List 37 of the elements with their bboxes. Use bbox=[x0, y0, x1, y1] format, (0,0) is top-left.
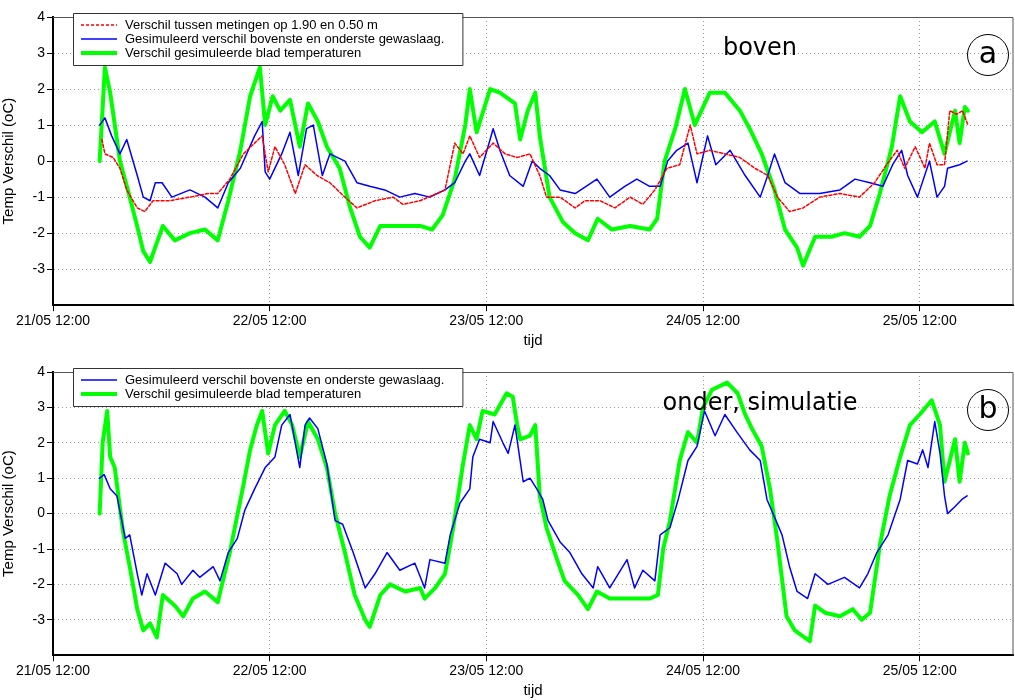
y-tick-label: -1 bbox=[32, 187, 46, 204]
y-tick-label: 0 bbox=[37, 504, 46, 521]
annotation: a bbox=[978, 34, 998, 70]
x-axis-title: tijd bbox=[523, 681, 543, 699]
y-tick-label: 4 bbox=[37, 7, 46, 24]
y-axis-title: Temp Verschil (oC) bbox=[0, 450, 17, 577]
x-axis-title: tijd bbox=[523, 331, 543, 349]
y-tick-label: 2 bbox=[37, 79, 46, 96]
legend-label: Verschil gesimuleerde blad temperaturen bbox=[125, 44, 362, 60]
annotation: b bbox=[978, 389, 998, 425]
x-tick-label: 21/05 12:00 bbox=[16, 312, 91, 329]
x-tick-label: 21/05 12:00 bbox=[16, 662, 91, 679]
x-tick-label: 24/05 12:00 bbox=[666, 312, 741, 329]
legend-label: Verschil gesimuleerde blad temperaturen bbox=[125, 385, 362, 401]
legend-label: Verschil tussen metingen op 1.90 en 0.50 m bbox=[125, 16, 378, 32]
x-tick-label: 22/05 12:00 bbox=[232, 312, 307, 329]
y-tick-label: -3 bbox=[32, 260, 46, 277]
x-tick-label: 22/05 12:00 bbox=[232, 662, 307, 679]
x-tick-label: 25/05 12:00 bbox=[882, 662, 957, 679]
x-tick-label: 23/05 12:00 bbox=[449, 662, 524, 679]
legend-label: Gesimuleerd verschil bovenste en onderste gewaslaag. bbox=[125, 371, 445, 387]
y-tick-label: 1 bbox=[37, 469, 46, 486]
annotation: boven bbox=[722, 33, 798, 62]
y-tick-label: 4 bbox=[37, 362, 46, 379]
y-tick-label: -1 bbox=[32, 539, 46, 556]
y-tick-label: -3 bbox=[32, 610, 46, 627]
y-tick-label: -2 bbox=[32, 575, 46, 592]
y-tick-label: 3 bbox=[37, 43, 46, 60]
y-tick-label: 1 bbox=[37, 115, 46, 132]
y-tick-label: -2 bbox=[32, 224, 46, 241]
y-tick-label: 2 bbox=[37, 433, 46, 450]
x-tick-label: 24/05 12:00 bbox=[666, 662, 741, 679]
y-tick-label: 0 bbox=[37, 151, 46, 168]
y-tick-label: 3 bbox=[37, 398, 46, 415]
y-axis-title: Temp Verschil (oC) bbox=[0, 97, 17, 225]
x-tick-label: 23/05 12:00 bbox=[449, 312, 524, 329]
x-tick-label: 25/05 12:00 bbox=[882, 312, 957, 329]
